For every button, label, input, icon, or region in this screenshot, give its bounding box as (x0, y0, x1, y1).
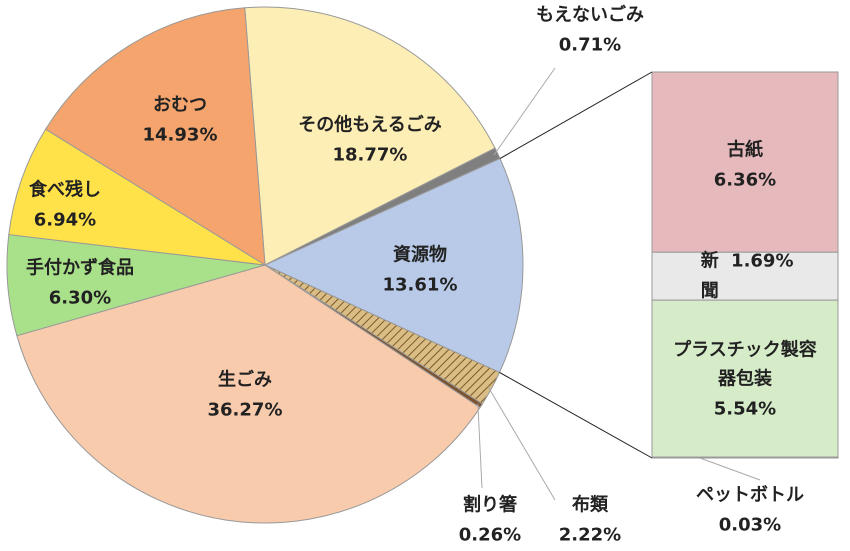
label-name: ペットボトル (696, 484, 804, 506)
connector (499, 71, 653, 159)
label-name: 手付かず食品 (26, 257, 134, 279)
label-text: 1.69% (731, 250, 794, 272)
label-value: 18.77% (332, 144, 408, 165)
label-name: 古紙 (726, 139, 763, 161)
leader-line (493, 67, 556, 156)
breakdown-bar (651, 71, 839, 253)
data-label: 新聞 1.69% (693, 246, 798, 305)
label-name: 資源物 (392, 244, 447, 266)
data-label: 布類 2.22% (559, 490, 621, 549)
label-value: 2.22% (558, 524, 622, 545)
label-value: 36.27% (207, 399, 283, 420)
label-name: プラスチック製容器包装 (673, 339, 817, 390)
breakdown-bar (651, 251, 839, 301)
data-label: プラスチック製容器包装 5.54% (670, 336, 820, 423)
pie-slice (244, 6, 496, 266)
data-label: おむつ 14.93% (143, 90, 218, 149)
label-name: もえないごみ (536, 4, 644, 26)
label-name: おむつ (152, 94, 207, 116)
label-value: 0.03% (718, 514, 782, 535)
data-label: 生ごみ 36.27% (208, 365, 283, 424)
label-value: 0.26% (458, 524, 522, 545)
data-label: 割り箸 0.26% (459, 490, 521, 549)
label-value: 13.61% (382, 274, 458, 295)
data-label: ペットボトル 0.03% (696, 480, 804, 539)
data-label: 古紙 6.36% (714, 135, 776, 194)
breakdown-bar (651, 299, 839, 458)
pie-slice (8, 128, 266, 266)
pie-slice (44, 7, 266, 266)
pie-slice (263, 157, 524, 374)
data-label: 食べ残し 6.94% (29, 175, 101, 234)
label-name: 食べ残し (29, 179, 101, 201)
label-value: 6.36% (713, 169, 777, 190)
label-value: 6.30% (48, 287, 112, 308)
pie-slice (16, 264, 481, 524)
label-value: 6.94% (33, 209, 97, 230)
leader-line (487, 386, 556, 501)
data-label: もえないごみ 0.71% (536, 0, 644, 59)
label-value: 14.93% (142, 124, 218, 145)
label-name: その他もえるごみ (298, 114, 442, 136)
leader-line (699, 457, 761, 481)
label-name: 生ごみ (217, 369, 272, 391)
label-text: 新聞 (700, 250, 719, 301)
label-value: 0.71% (558, 34, 622, 55)
label-value: 5.54% (713, 397, 777, 419)
data-label: その他もえるごみ 18.77% (298, 110, 441, 169)
connector (499, 372, 653, 459)
breakdown-bar (651, 456, 839, 459)
leader-line (477, 403, 483, 489)
data-label: 手付かず食品 6.30% (26, 253, 134, 312)
label-name: 割り箸 (462, 494, 517, 516)
label-name: 布類 (571, 494, 608, 516)
data-label: 資源物 13.61% (383, 240, 458, 299)
